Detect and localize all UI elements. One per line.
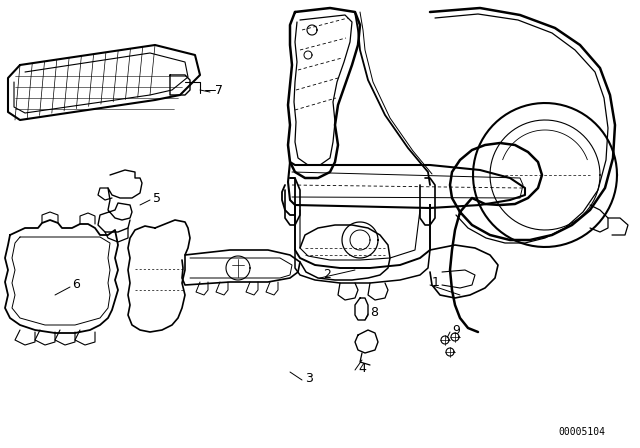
Text: 4: 4: [358, 362, 366, 375]
Text: 5: 5: [153, 191, 161, 204]
Text: 6: 6: [72, 279, 80, 292]
Text: 7: 7: [215, 83, 223, 96]
Text: 3: 3: [305, 371, 313, 384]
Text: 2: 2: [323, 268, 331, 281]
Text: 9: 9: [452, 323, 460, 336]
Text: 8: 8: [370, 306, 378, 319]
Text: 1: 1: [432, 276, 440, 289]
Text: 00005104: 00005104: [559, 427, 605, 437]
